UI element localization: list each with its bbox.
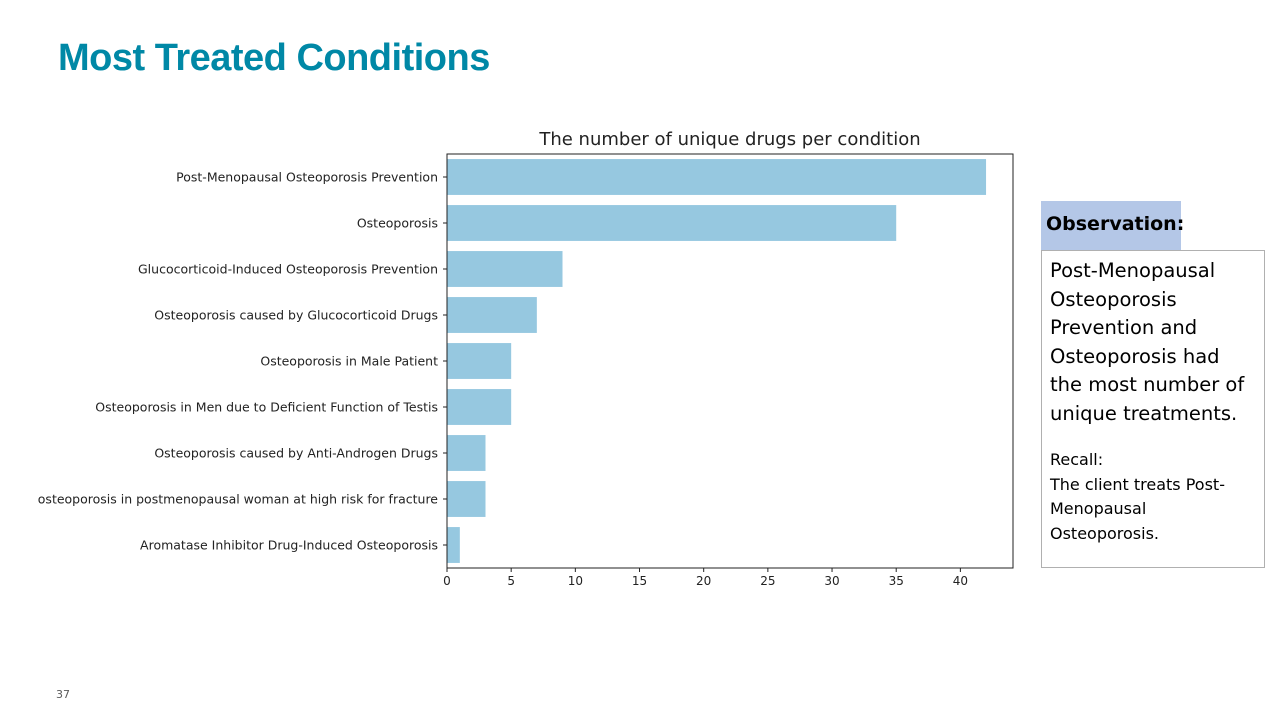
x-tick-label: 10 <box>568 574 583 588</box>
bar <box>447 159 987 195</box>
plot-frame <box>446 153 1014 569</box>
x-tick-label: 40 <box>953 574 968 588</box>
x-tick-label: 30 <box>824 574 839 588</box>
bar <box>447 435 486 471</box>
recall-text: The client treats Post-Menopausal Osteop… <box>1050 474 1225 543</box>
bar <box>447 389 512 425</box>
category-label: Glucocorticoid-Induced Osteoporosis Prev… <box>138 262 438 277</box>
category-label: Osteoporosis caused by Anti-Androgen Dru… <box>154 446 438 461</box>
x-tick-label: 15 <box>632 574 647 588</box>
category-label: osteoporosis in postmenopausal woman at … <box>38 492 439 507</box>
x-tick-label: 5 <box>507 574 515 588</box>
slide-title: Most Treated Conditions <box>58 37 490 79</box>
category-label: Osteoporosis in Men due to Deficient Fun… <box>95 400 438 415</box>
category-label: Osteoporosis <box>357 216 438 231</box>
x-tick-label: 25 <box>760 574 775 588</box>
bar <box>447 297 537 333</box>
observation-box: Post-Menopausal Osteoporosis Prevention … <box>1041 250 1265 568</box>
category-label: Osteoporosis caused by Glucocorticoid Dr… <box>154 308 438 323</box>
bar <box>447 481 486 517</box>
bar <box>447 205 897 241</box>
x-tick-label: 0 <box>443 574 451 588</box>
category-label: Aromatase Inhibitor Drug-Induced Osteopo… <box>140 538 438 553</box>
category-label: Post-Menopausal Osteoporosis Prevention <box>176 170 438 185</box>
bar <box>447 251 563 287</box>
bar <box>447 343 512 379</box>
observation-text: Post-Menopausal Osteoporosis Prevention … <box>1050 259 1245 425</box>
category-label: Osteoporosis in Male Patient <box>260 354 438 369</box>
observation-header: Observation: <box>1041 201 1184 250</box>
x-tick-label: 35 <box>889 574 904 588</box>
chart-title: The number of unique drugs per condition <box>538 129 920 150</box>
recall-note: Recall: The client treats Post-Menopausa… <box>1050 448 1256 546</box>
recall-label: Recall: <box>1050 450 1104 469</box>
slide-number: 37 <box>56 688 70 701</box>
x-tick-label: 20 <box>696 574 711 588</box>
bar <box>447 527 460 563</box>
